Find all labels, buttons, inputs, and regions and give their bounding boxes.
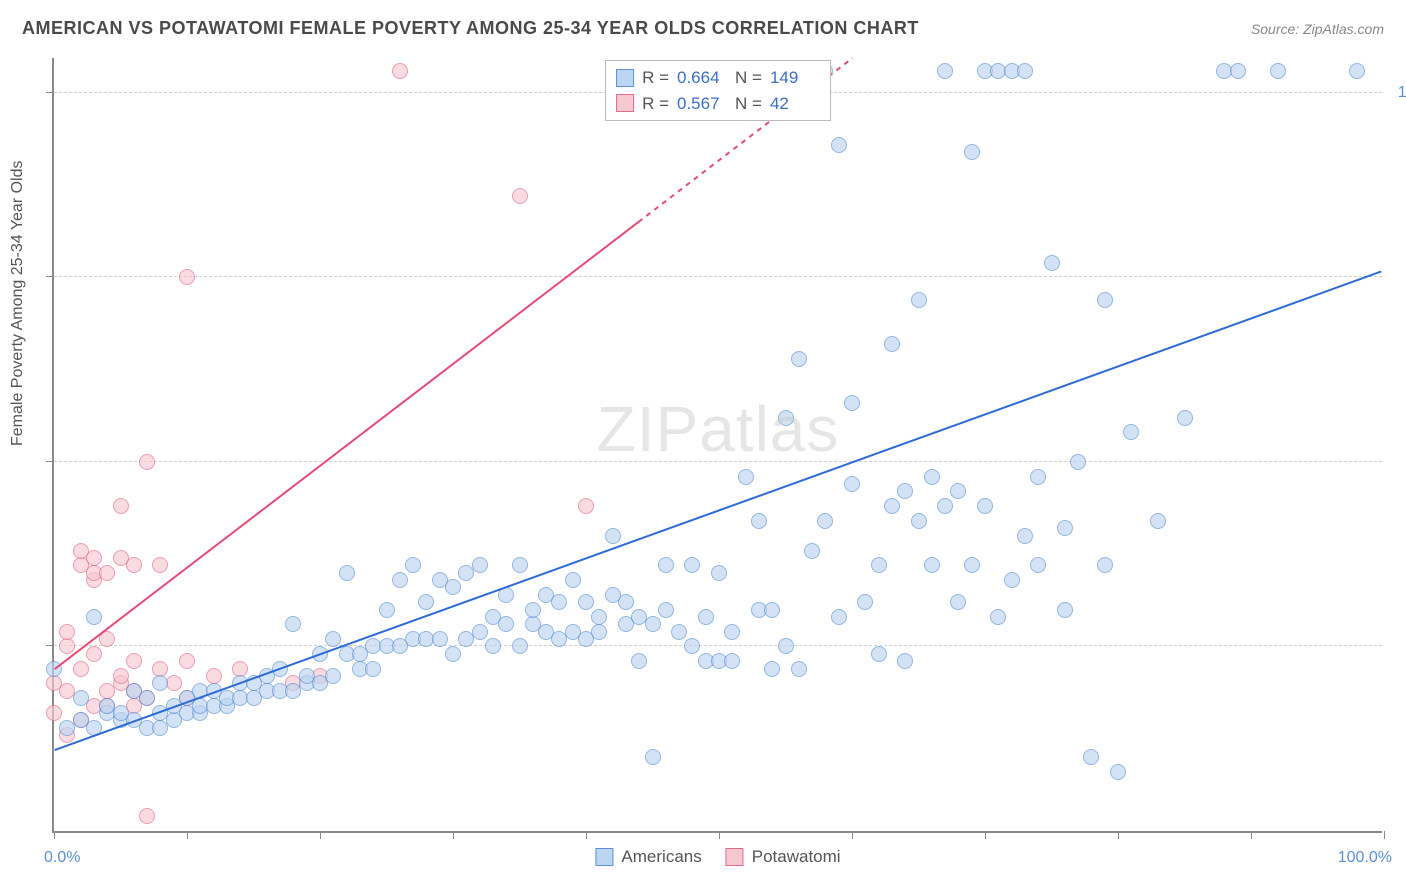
swatch-potawatomi — [726, 848, 744, 866]
r-label: R = — [642, 91, 669, 117]
y-tick — [46, 92, 54, 93]
swatch-americans — [595, 848, 613, 866]
plot-area: 25.0%50.0%75.0%100.0% ZIPatlas R = 0.664… — [52, 58, 1382, 833]
x-tick — [719, 831, 720, 839]
stats-row-americans: R = 0.664 N = 149 — [616, 65, 820, 91]
stats-row-potawatomi: R = 0.567 N = 42 — [616, 91, 820, 117]
x-tick — [320, 831, 321, 839]
chart-title: AMERICAN VS POTAWATOMI FEMALE POVERTY AM… — [22, 18, 919, 39]
stats-box: R = 0.664 N = 149 R = 0.567 N = 42 — [605, 60, 831, 121]
trendlines — [54, 58, 1382, 831]
y-tick — [46, 276, 54, 277]
legend: Americans Potawatomi — [595, 847, 840, 867]
x-tick — [54, 831, 55, 839]
x-tick — [852, 831, 853, 839]
legend-item-potawatomi: Potawatomi — [726, 847, 841, 867]
r-value-americans: 0.664 — [677, 65, 727, 91]
x-axis-start-label: 0.0% — [44, 849, 80, 867]
y-tick — [46, 461, 54, 462]
chart-header: AMERICAN VS POTAWATOMI FEMALE POVERTY AM… — [22, 18, 1384, 39]
n-label: N = — [735, 91, 762, 117]
swatch-potawatomi — [616, 94, 634, 112]
x-tick — [187, 831, 188, 839]
legend-label-potawatomi: Potawatomi — [752, 847, 841, 867]
y-tick — [46, 645, 54, 646]
swatch-americans — [616, 69, 634, 87]
x-tick — [1118, 831, 1119, 839]
n-value-americans: 149 — [770, 65, 820, 91]
n-label: N = — [735, 65, 762, 91]
legend-item-americans: Americans — [595, 847, 701, 867]
x-tick — [985, 831, 986, 839]
r-label: R = — [642, 65, 669, 91]
legend-label-americans: Americans — [621, 847, 701, 867]
y-axis-title: Female Poverty Among 25-34 Year Olds — [9, 161, 27, 447]
x-tick — [586, 831, 587, 839]
x-axis-end-label: 100.0% — [1338, 849, 1392, 867]
y-tick-label: 100.0% — [1398, 84, 1406, 102]
x-tick — [1251, 831, 1252, 839]
x-tick — [453, 831, 454, 839]
source-label: Source: ZipAtlas.com — [1251, 21, 1384, 37]
n-value-potawatomi: 42 — [770, 91, 820, 117]
x-tick — [1384, 831, 1385, 839]
r-value-potawatomi: 0.567 — [677, 91, 727, 117]
